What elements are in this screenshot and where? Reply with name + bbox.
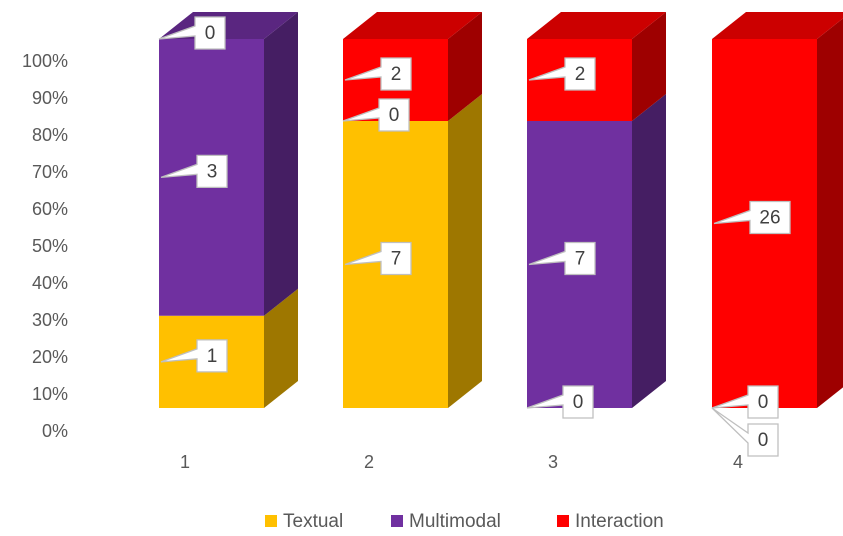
x-axis: 1 2 3 4: [180, 452, 743, 472]
legend-swatch-interaction: [557, 515, 569, 527]
data-label-callout: [711, 407, 779, 457]
legend-label-multimodal: Multimodal: [409, 511, 501, 532]
data-label-callout: [526, 385, 594, 419]
bar-side-textual: [264, 288, 298, 408]
bar-side-multimodal: [632, 94, 666, 408]
y-tick-label: 80%: [32, 125, 68, 145]
y-tick-label: 0%: [42, 421, 68, 441]
data-label: 7: [344, 241, 412, 276]
data-label: 0: [711, 385, 779, 419]
data-label-callout: [528, 241, 596, 276]
y-tick-label: 100%: [22, 51, 68, 71]
data-label-callout: [528, 57, 596, 91]
data-label-text: 2: [575, 64, 586, 85]
data-label-text: 0: [573, 392, 584, 413]
y-tick-label: 40%: [32, 273, 68, 293]
data-label-text: 0: [758, 430, 769, 451]
data-label-callout: [342, 98, 410, 132]
data-label-callout: [160, 339, 228, 373]
bar-side-interaction: [817, 18, 843, 408]
data-label: 26: [713, 200, 791, 235]
data-label-callout: [344, 57, 412, 91]
data-labels: 1 3 0 7 0 2 0 7 2 0 0 26: [158, 16, 791, 457]
data-label: 0: [158, 16, 226, 50]
legend-label-interaction: Interaction: [575, 511, 664, 532]
data-label-text: 1: [207, 346, 218, 367]
data-label-text: 7: [575, 249, 586, 270]
data-label: 1: [160, 339, 228, 373]
data-label-callout: [158, 16, 226, 50]
data-label-callout: [713, 200, 791, 235]
y-tick-label: 60%: [32, 199, 68, 219]
bar-top: [712, 12, 843, 39]
bar-top: [527, 12, 666, 39]
data-label: 0: [711, 407, 779, 457]
y-tick-label: 70%: [32, 162, 68, 182]
data-label: 2: [344, 57, 412, 91]
legend-label-textual: Textual: [283, 511, 343, 532]
data-label-text: 7: [391, 249, 402, 270]
y-axis: 0% 10% 20% 30% 40% 50% 60% 70% 80% 90% 100%: [22, 51, 68, 441]
legend-swatch-textual: [265, 515, 277, 527]
x-tick-label: 2: [364, 452, 374, 472]
data-label: 7: [528, 241, 596, 276]
x-tick-label: 3: [548, 452, 558, 472]
data-label: 0: [342, 98, 410, 132]
data-label-text: 26: [759, 208, 780, 229]
x-tick-label: 4: [733, 452, 743, 472]
bars: [159, 12, 843, 408]
y-tick-label: 50%: [32, 236, 68, 256]
y-tick-label: 90%: [32, 88, 68, 108]
data-label-text: 3: [207, 161, 218, 182]
y-tick-label: 10%: [32, 384, 68, 404]
data-label-callout: [711, 385, 779, 419]
data-label-text: 0: [758, 392, 769, 413]
legend-swatch-multimodal: [391, 515, 403, 527]
bar-top: [343, 12, 482, 39]
data-label-text: 0: [205, 23, 216, 44]
data-label: 0: [526, 385, 594, 419]
data-label: 3: [160, 154, 228, 189]
data-label-callout: [344, 241, 412, 276]
data-label-text: 2: [391, 64, 402, 85]
bar-side-interaction: [448, 12, 482, 121]
data-label-text: 0: [389, 105, 400, 126]
y-tick-label: 20%: [32, 347, 68, 367]
legend: Textual Multimodal Interaction: [265, 511, 664, 532]
y-tick-label: 30%: [32, 310, 68, 330]
bar-side-multimodal: [264, 12, 298, 316]
x-tick-label: 1: [180, 452, 190, 472]
bar-side-interaction: [632, 12, 666, 121]
bar-side-textual: [448, 94, 482, 408]
data-label: 2: [528, 57, 596, 91]
data-label-callout: [160, 154, 228, 189]
